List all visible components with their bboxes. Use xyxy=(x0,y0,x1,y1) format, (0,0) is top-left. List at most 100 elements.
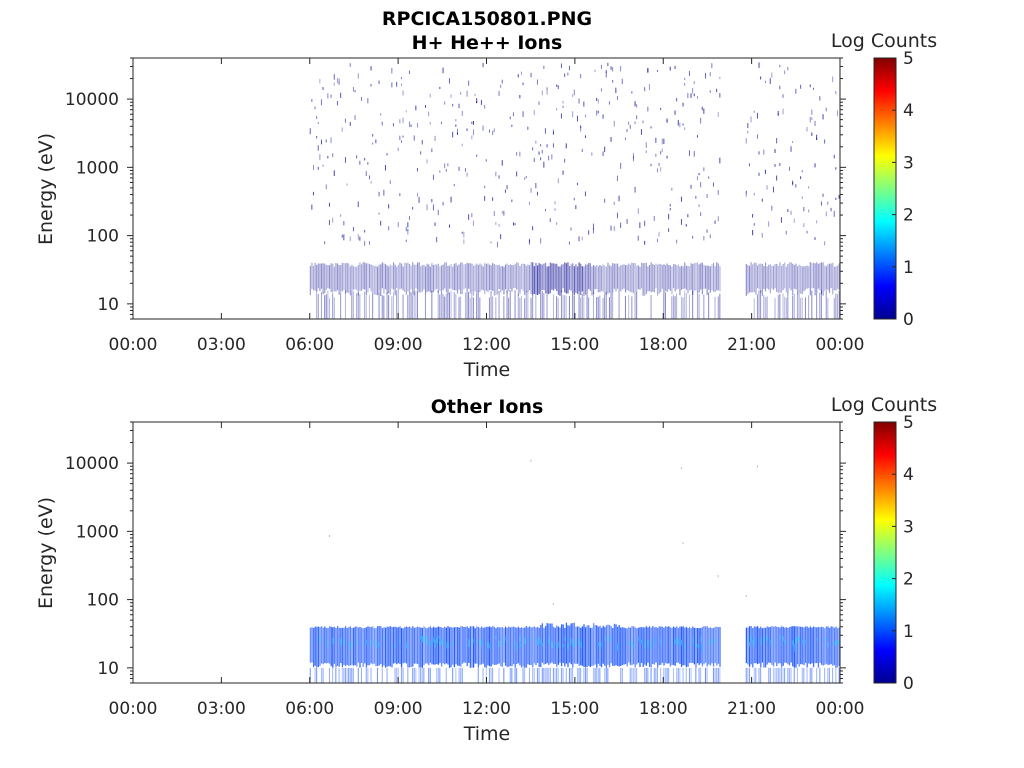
spectrogram-cell xyxy=(324,626,326,664)
spectrogram-cell xyxy=(784,70,786,75)
spectrogram-cell xyxy=(565,263,567,294)
spectrogram-cell xyxy=(495,222,497,225)
spectrogram-cell xyxy=(474,628,476,664)
spectrogram-cell xyxy=(761,198,763,202)
x-tick-label: 06:00 xyxy=(285,699,334,719)
spectrogram-cell xyxy=(352,86,354,92)
spectrogram-cell xyxy=(631,641,633,647)
spectrogram-cell xyxy=(448,265,451,289)
spectrogram-cell xyxy=(793,294,795,319)
spectrogram-cell xyxy=(776,626,778,667)
spectrogram-cell xyxy=(343,262,345,290)
spectrogram-cell xyxy=(426,636,428,644)
spectrogram-cell xyxy=(668,213,670,220)
spectrogram-cell xyxy=(378,641,380,647)
spectrogram-cell xyxy=(488,264,491,291)
spectrogram-cell xyxy=(396,667,398,683)
panel-title: H+ He++ Ions xyxy=(412,32,563,54)
colorbar-tick-label: 1 xyxy=(903,622,914,642)
spectrogram-cell xyxy=(349,642,352,650)
spectrogram-cell xyxy=(700,212,702,216)
spectrogram-cell xyxy=(488,297,490,319)
spectrogram-cell xyxy=(359,626,361,668)
spectrogram-cell xyxy=(634,121,636,125)
spectrogram-cell xyxy=(581,236,583,241)
spectrogram-cell xyxy=(367,263,369,293)
spectrogram-cell xyxy=(349,266,351,296)
spectrogram-cell xyxy=(332,637,334,645)
spectrogram-cell xyxy=(437,209,439,216)
spectrogram-cell xyxy=(838,667,840,683)
spectrogram-cell xyxy=(784,627,786,663)
spectrogram-cell xyxy=(669,66,671,71)
spectrogram-cell xyxy=(645,142,647,148)
spectrogram-cell xyxy=(774,626,776,663)
spectrogram-cell xyxy=(394,667,396,683)
spectrogram-cell xyxy=(554,208,556,211)
spectrogram-cell xyxy=(650,262,652,293)
spectrogram-cell xyxy=(469,297,471,319)
spectrogram-cell xyxy=(784,639,786,645)
spectrogram-cell xyxy=(309,128,311,135)
spectrogram-cell xyxy=(800,84,802,89)
spectrogram-cell xyxy=(533,266,535,294)
spectrogram-cell xyxy=(679,626,681,665)
spectrogram-cell xyxy=(684,77,686,80)
spectrogram-cell xyxy=(634,292,636,319)
spectrogram-cell xyxy=(461,626,464,664)
x-tick-label: 03:00 xyxy=(197,699,246,719)
spectrogram-cell xyxy=(487,263,489,293)
spectrogram-cell xyxy=(492,626,494,665)
spectrogram-cell xyxy=(528,201,530,206)
spectrogram-cell xyxy=(645,150,647,154)
spectrogram-cell xyxy=(698,172,700,176)
spectrogram-cell xyxy=(559,627,561,663)
spectrogram-cell xyxy=(578,236,580,242)
spectrogram-cell xyxy=(812,626,815,668)
spectrogram-cell xyxy=(341,234,343,238)
spectrogram-cell xyxy=(368,175,370,180)
x-axis-label: Time xyxy=(463,723,511,745)
spectrogram-cell xyxy=(763,265,765,289)
spectrogram-cell xyxy=(811,109,813,115)
spectrogram-cell xyxy=(584,114,586,118)
spectrogram-cell xyxy=(397,264,399,294)
spectrogram-cell xyxy=(660,107,662,111)
spectrogram-cell xyxy=(458,667,460,683)
spectrogram-cell xyxy=(613,623,616,666)
spectrogram-cell xyxy=(645,626,648,666)
spectrogram-cell xyxy=(447,294,449,319)
spectrogram-cell xyxy=(436,637,438,643)
spectrogram-cell xyxy=(416,262,419,290)
spectrogram-cell xyxy=(640,627,643,664)
spectrogram-cell xyxy=(623,627,625,665)
spectrogram-cell xyxy=(621,667,623,683)
spectrogram-cell xyxy=(700,117,702,124)
spectrogram-cell xyxy=(605,667,607,683)
spectrogram-cell xyxy=(717,112,719,117)
spectrogram-cell xyxy=(768,627,770,663)
spectrogram-cell xyxy=(530,297,532,319)
spectrogram-cell xyxy=(346,628,348,665)
spectrogram-cell xyxy=(787,67,789,71)
spectrogram-cell xyxy=(482,667,484,683)
spectrogram-cell xyxy=(431,263,433,293)
spectrogram-cell xyxy=(835,167,837,170)
spectrogram-cell xyxy=(682,542,684,545)
spectrogram-cell xyxy=(450,94,452,98)
spectrogram-cell xyxy=(717,296,719,319)
spectrogram-cell xyxy=(530,187,532,193)
spectrogram-cell xyxy=(745,263,747,296)
spectrogram-cell xyxy=(804,297,806,319)
spectrogram-cell xyxy=(719,626,721,667)
spectrogram-cell xyxy=(660,151,662,155)
spectrogram-cell xyxy=(819,627,821,663)
x-tick-label: 15:00 xyxy=(550,335,599,355)
spectrogram-cell xyxy=(543,263,545,291)
spectrogram-cell xyxy=(453,184,455,187)
spectrogram-cell xyxy=(509,667,511,683)
spectrogram-cell xyxy=(330,137,332,144)
spectrogram-cell xyxy=(777,113,779,116)
spectrogram-cell xyxy=(604,294,606,319)
spectrogram-cell xyxy=(782,626,784,666)
